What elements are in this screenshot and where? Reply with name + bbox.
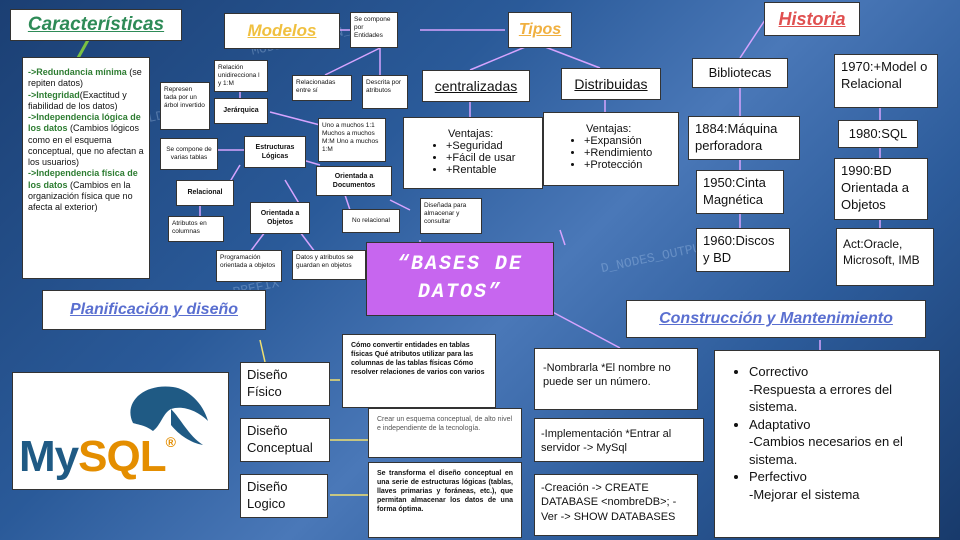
node-representada: Represen tada por un árbol invertido: [160, 82, 210, 130]
centralizadas-ventajas: Ventajas: +Seguridad +Fácil de usar +Ren…: [403, 117, 543, 189]
node-orientada-doc: Orientada a Documentos: [316, 166, 392, 196]
distribuidas-ventajas: Ventajas: +Expansión +Rendimiento +Prote…: [543, 112, 679, 186]
diseno-fisico: Diseño Físico: [240, 362, 330, 406]
node-entidades: Se compone por Entidades: [350, 12, 398, 48]
node-relacional: Relacional: [176, 180, 234, 206]
ventaja-item: +Fácil de usar: [446, 152, 534, 164]
construccion-implementacion: -Implementación *Entrar al servidor -> M…: [534, 418, 704, 462]
ventaja-item: +Rendimiento: [584, 147, 670, 159]
ventaja-item: +Expansión: [584, 135, 670, 147]
node-no-relacional: No relacional: [342, 209, 400, 233]
caract-item: ->Redundancia mínima (se repiten datos): [28, 67, 142, 89]
modelos-title: Modelos: [224, 13, 340, 49]
construccion-title: Construcción y Mantenimiento: [626, 300, 926, 338]
mysql-registered: ®: [165, 434, 176, 450]
node-programacion: Programación orientada a objetos: [216, 250, 282, 282]
node-uno-muchos: Uno a muchos 1:1 Muchos a muchos M:M Uno…: [318, 118, 386, 162]
node-jerarquica: Jerárquica: [214, 98, 268, 124]
historia-title: Historia: [764, 2, 860, 36]
node-estructuras: Estructuras Lógicas: [244, 136, 306, 168]
historia-1884: 1884:Máquina perforadora: [688, 116, 800, 160]
historia-1950: 1950:Cinta Magnética: [696, 170, 784, 214]
caracteristicas-panel: ->Redundancia mínima (se repiten datos) …: [22, 57, 150, 279]
mysql-sql: SQL: [78, 432, 166, 481]
ventaja-item: +Seguridad: [446, 140, 534, 152]
ventaja-item: +Protección: [584, 159, 670, 171]
diseno-conceptual-desc: Crear un esquema conceptual, de alto niv…: [368, 408, 522, 458]
historia-1960: 1960:Discos y BD: [696, 228, 790, 272]
historia-actual: Act:Oracle, Microsoft, IMB: [836, 228, 934, 286]
caract-item: ->Integridad(Exactitud y fiabilidad de l…: [28, 89, 127, 111]
ventajas-head: Ventajas:: [586, 123, 632, 135]
mantenimiento-item: Correctivo-Respuesta a errores del siste…: [749, 363, 929, 416]
mantenimiento-item: Perfectivo-Mejorar el sistema: [749, 468, 929, 503]
mantenimiento-item: Adaptativo-Cambios necesarios en el sist…: [749, 416, 929, 469]
construccion-nombrar: -Nombrarla *El nombre no puede ser un nú…: [534, 348, 698, 410]
ventajas-head: Ventajas:: [448, 128, 494, 140]
tipos-title: Tipos: [508, 12, 572, 48]
mysql-logo: MySQL®: [12, 372, 229, 490]
node-orientada-obj: Orientada a Objetos: [250, 202, 310, 234]
diseno-logico-desc: Se transforma el diseño conceptual en un…: [368, 462, 522, 538]
node-disenada: Diseñada para almacenar y consultar: [420, 198, 482, 234]
mysql-my: My: [19, 432, 79, 481]
historia-1980: 1980:SQL: [838, 120, 918, 148]
planificacion-title: Planificación y diseño: [42, 290, 266, 330]
node-relacion-uni: Relación unidirecciona l y 1:M: [214, 60, 268, 92]
diseno-conceptual: Diseño Conceptual: [240, 418, 330, 462]
ventaja-item: +Rentable: [446, 164, 534, 176]
tipo-centralizadas: centralizadas: [422, 70, 530, 102]
central-title: “BASES DE DATOS”: [366, 242, 554, 316]
caracteristicas-title: Características: [10, 9, 182, 41]
historia-1990: 1990:BD Orientada a Objetos: [834, 158, 928, 220]
node-datos-atributos: Datos y atributos se guardan en objetos: [292, 250, 366, 280]
dolphin-icon: [130, 386, 208, 445]
node-relacionadas: Relacionadas entre sí: [292, 75, 352, 101]
diseno-fisico-desc: Cómo convertir entidades en tablas físic…: [342, 334, 496, 408]
node-atributos-columnas: Atributos en columnas: [168, 216, 224, 242]
node-se-compone-tablas: Se compone de varias tablas: [160, 138, 218, 170]
caract-item: ->Independencia lógica de los datos (Cam…: [28, 112, 144, 167]
mantenimiento-panel: Correctivo-Respuesta a errores del siste…: [714, 350, 940, 538]
historia-1970: 1970:+Model o Relacional: [834, 54, 938, 108]
construccion-creacion: -Creación -> CREATE DATABASE <nombreDB>;…: [534, 474, 698, 536]
historia-bibliotecas: Bibliotecas: [692, 58, 788, 88]
caract-item: ->Independencia física de los datos (Cam…: [28, 168, 138, 212]
node-descrita: Descrita por atributos: [362, 75, 408, 109]
diseno-logico: Diseño Logico: [240, 474, 328, 518]
tipo-distribuidas: Distribuidas: [561, 68, 661, 100]
mysql-wordmark: MySQL®: [19, 432, 176, 481]
